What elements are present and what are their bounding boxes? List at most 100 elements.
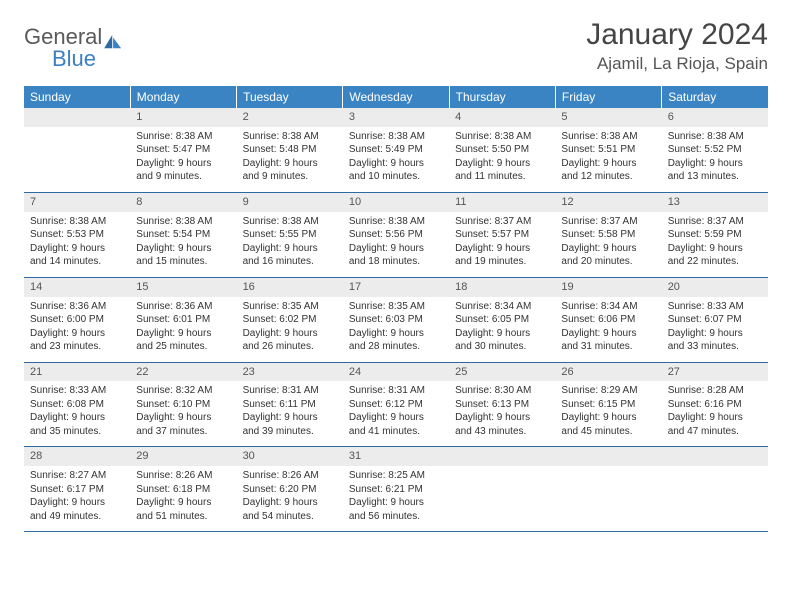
calendar-day: 22Sunrise: 8:32 AMSunset: 6:10 PMDayligh… <box>130 362 236 447</box>
daylight-text-1: Daylight: 9 hours <box>136 327 230 341</box>
daylight-text-2: and 20 minutes. <box>561 255 655 269</box>
day-details: Sunrise: 8:36 AMSunset: 6:00 PMDaylight:… <box>24 297 130 362</box>
sunset-text: Sunset: 5:53 PM <box>30 228 124 242</box>
daylight-text-2: and 39 minutes. <box>243 425 337 439</box>
calendar-day: 2Sunrise: 8:38 AMSunset: 5:48 PMDaylight… <box>237 108 343 192</box>
sunrise-text: Sunrise: 8:31 AM <box>243 384 337 398</box>
daylight-text-1: Daylight: 9 hours <box>668 157 762 171</box>
sunset-text: Sunset: 6:03 PM <box>349 313 443 327</box>
daylight-text-1: Daylight: 9 hours <box>30 327 124 341</box>
sunrise-text: Sunrise: 8:36 AM <box>30 300 124 314</box>
daylight-text-2: and 45 minutes. <box>561 425 655 439</box>
sunrise-text: Sunrise: 8:37 AM <box>561 215 655 229</box>
location-subtitle: Ajamil, La Rioja, Spain <box>586 54 768 74</box>
day-details: Sunrise: 8:38 AMSunset: 5:54 PMDaylight:… <box>130 212 236 277</box>
daylight-text-2: and 28 minutes. <box>349 340 443 354</box>
day-number: 4 <box>449 108 555 127</box>
daylight-text-2: and 9 minutes. <box>243 170 337 184</box>
day-number: 7 <box>24 193 130 212</box>
sunrise-text: Sunrise: 8:26 AM <box>136 469 230 483</box>
calendar-day: 4Sunrise: 8:38 AMSunset: 5:50 PMDaylight… <box>449 108 555 192</box>
daylight-text-2: and 51 minutes. <box>136 510 230 524</box>
sunset-text: Sunset: 6:16 PM <box>668 398 762 412</box>
day-details: Sunrise: 8:38 AMSunset: 5:55 PMDaylight:… <box>237 212 343 277</box>
day-details: Sunrise: 8:33 AMSunset: 6:08 PMDaylight:… <box>24 381 130 446</box>
day-number: 6 <box>662 108 768 127</box>
daylight-text-1: Daylight: 9 hours <box>349 411 443 425</box>
day-number: 29 <box>130 447 236 466</box>
calendar-day: 7Sunrise: 8:38 AMSunset: 5:53 PMDaylight… <box>24 192 130 277</box>
day-details: Sunrise: 8:38 AMSunset: 5:53 PMDaylight:… <box>24 212 130 277</box>
daylight-text-2: and 11 minutes. <box>455 170 549 184</box>
sunset-text: Sunset: 6:07 PM <box>668 313 762 327</box>
day-number: 31 <box>343 447 449 466</box>
day-details: Sunrise: 8:29 AMSunset: 6:15 PMDaylight:… <box>555 381 661 446</box>
sunset-text: Sunset: 5:47 PM <box>136 143 230 157</box>
sunset-text: Sunset: 5:57 PM <box>455 228 549 242</box>
daylight-text-1: Daylight: 9 hours <box>455 327 549 341</box>
header: GeneralBlue January 2024 Ajamil, La Rioj… <box>24 18 768 74</box>
day-number: 1 <box>130 108 236 127</box>
calendar-day: 27Sunrise: 8:28 AMSunset: 6:16 PMDayligh… <box>662 362 768 447</box>
daylight-text-2: and 33 minutes. <box>668 340 762 354</box>
daylight-text-2: and 14 minutes. <box>30 255 124 269</box>
sunrise-text: Sunrise: 8:38 AM <box>136 215 230 229</box>
day-number: 10 <box>343 193 449 212</box>
calendar-row: 14Sunrise: 8:36 AMSunset: 6:00 PMDayligh… <box>24 277 768 362</box>
day-number: 30 <box>237 447 343 466</box>
sunset-text: Sunset: 5:59 PM <box>668 228 762 242</box>
daylight-text-1: Daylight: 9 hours <box>349 242 443 256</box>
daylight-text-1: Daylight: 9 hours <box>561 157 655 171</box>
sunset-text: Sunset: 6:20 PM <box>243 483 337 497</box>
sunrise-text: Sunrise: 8:38 AM <box>349 130 443 144</box>
daylight-text-2: and 30 minutes. <box>455 340 549 354</box>
daylight-text-1: Daylight: 9 hours <box>136 157 230 171</box>
daylight-text-1: Daylight: 9 hours <box>243 327 337 341</box>
sunrise-text: Sunrise: 8:38 AM <box>455 130 549 144</box>
calendar-day: 19Sunrise: 8:34 AMSunset: 6:06 PMDayligh… <box>555 277 661 362</box>
day-number: 16 <box>237 278 343 297</box>
day-details: Sunrise: 8:34 AMSunset: 6:05 PMDaylight:… <box>449 297 555 362</box>
day-number: 15 <box>130 278 236 297</box>
daylight-text-2: and 35 minutes. <box>30 425 124 439</box>
day-details: Sunrise: 8:26 AMSunset: 6:20 PMDaylight:… <box>237 466 343 531</box>
day-number: 27 <box>662 363 768 382</box>
day-details: Sunrise: 8:31 AMSunset: 6:11 PMDaylight:… <box>237 381 343 446</box>
day-details: Sunrise: 8:38 AMSunset: 5:52 PMDaylight:… <box>662 127 768 192</box>
sunrise-text: Sunrise: 8:38 AM <box>668 130 762 144</box>
daylight-text-2: and 56 minutes. <box>349 510 443 524</box>
day-number: 8 <box>130 193 236 212</box>
calendar-day: 12Sunrise: 8:37 AMSunset: 5:58 PMDayligh… <box>555 192 661 277</box>
daylight-text-1: Daylight: 9 hours <box>349 327 443 341</box>
day-details: Sunrise: 8:32 AMSunset: 6:10 PMDaylight:… <box>130 381 236 446</box>
calendar-row: 1Sunrise: 8:38 AMSunset: 5:47 PMDaylight… <box>24 108 768 192</box>
day-number: 2 <box>237 108 343 127</box>
sunset-text: Sunset: 5:50 PM <box>455 143 549 157</box>
calendar-day: 21Sunrise: 8:33 AMSunset: 6:08 PMDayligh… <box>24 362 130 447</box>
day-number: 19 <box>555 278 661 297</box>
daylight-text-2: and 16 minutes. <box>243 255 337 269</box>
sunrise-text: Sunrise: 8:31 AM <box>349 384 443 398</box>
sunrise-text: Sunrise: 8:32 AM <box>136 384 230 398</box>
daylight-text-2: and 25 minutes. <box>136 340 230 354</box>
daylight-text-1: Daylight: 9 hours <box>668 327 762 341</box>
daylight-text-1: Daylight: 9 hours <box>136 242 230 256</box>
sunset-text: Sunset: 6:12 PM <box>349 398 443 412</box>
calendar-day: 30Sunrise: 8:26 AMSunset: 6:20 PMDayligh… <box>237 447 343 532</box>
calendar-day: 25Sunrise: 8:30 AMSunset: 6:13 PMDayligh… <box>449 362 555 447</box>
weekday-header: Saturday <box>662 86 768 108</box>
sunset-text: Sunset: 6:15 PM <box>561 398 655 412</box>
day-number: 22 <box>130 363 236 382</box>
daylight-text-1: Daylight: 9 hours <box>349 496 443 510</box>
daylight-text-1: Daylight: 9 hours <box>136 496 230 510</box>
daylight-text-1: Daylight: 9 hours <box>30 242 124 256</box>
day-number: 24 <box>343 363 449 382</box>
sunrise-text: Sunrise: 8:35 AM <box>349 300 443 314</box>
sunrise-text: Sunrise: 8:25 AM <box>349 469 443 483</box>
daylight-text-1: Daylight: 9 hours <box>243 157 337 171</box>
sunset-text: Sunset: 6:10 PM <box>136 398 230 412</box>
day-details: Sunrise: 8:38 AMSunset: 5:49 PMDaylight:… <box>343 127 449 192</box>
day-number: 5 <box>555 108 661 127</box>
sunrise-text: Sunrise: 8:38 AM <box>349 215 443 229</box>
day-details: Sunrise: 8:35 AMSunset: 6:03 PMDaylight:… <box>343 297 449 362</box>
